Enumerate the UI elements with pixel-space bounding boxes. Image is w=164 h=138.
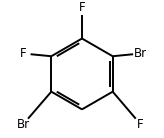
Text: F: F <box>137 118 144 131</box>
Text: F: F <box>20 47 26 60</box>
Text: F: F <box>79 1 85 14</box>
Text: Br: Br <box>17 118 30 131</box>
Text: Br: Br <box>134 47 147 60</box>
